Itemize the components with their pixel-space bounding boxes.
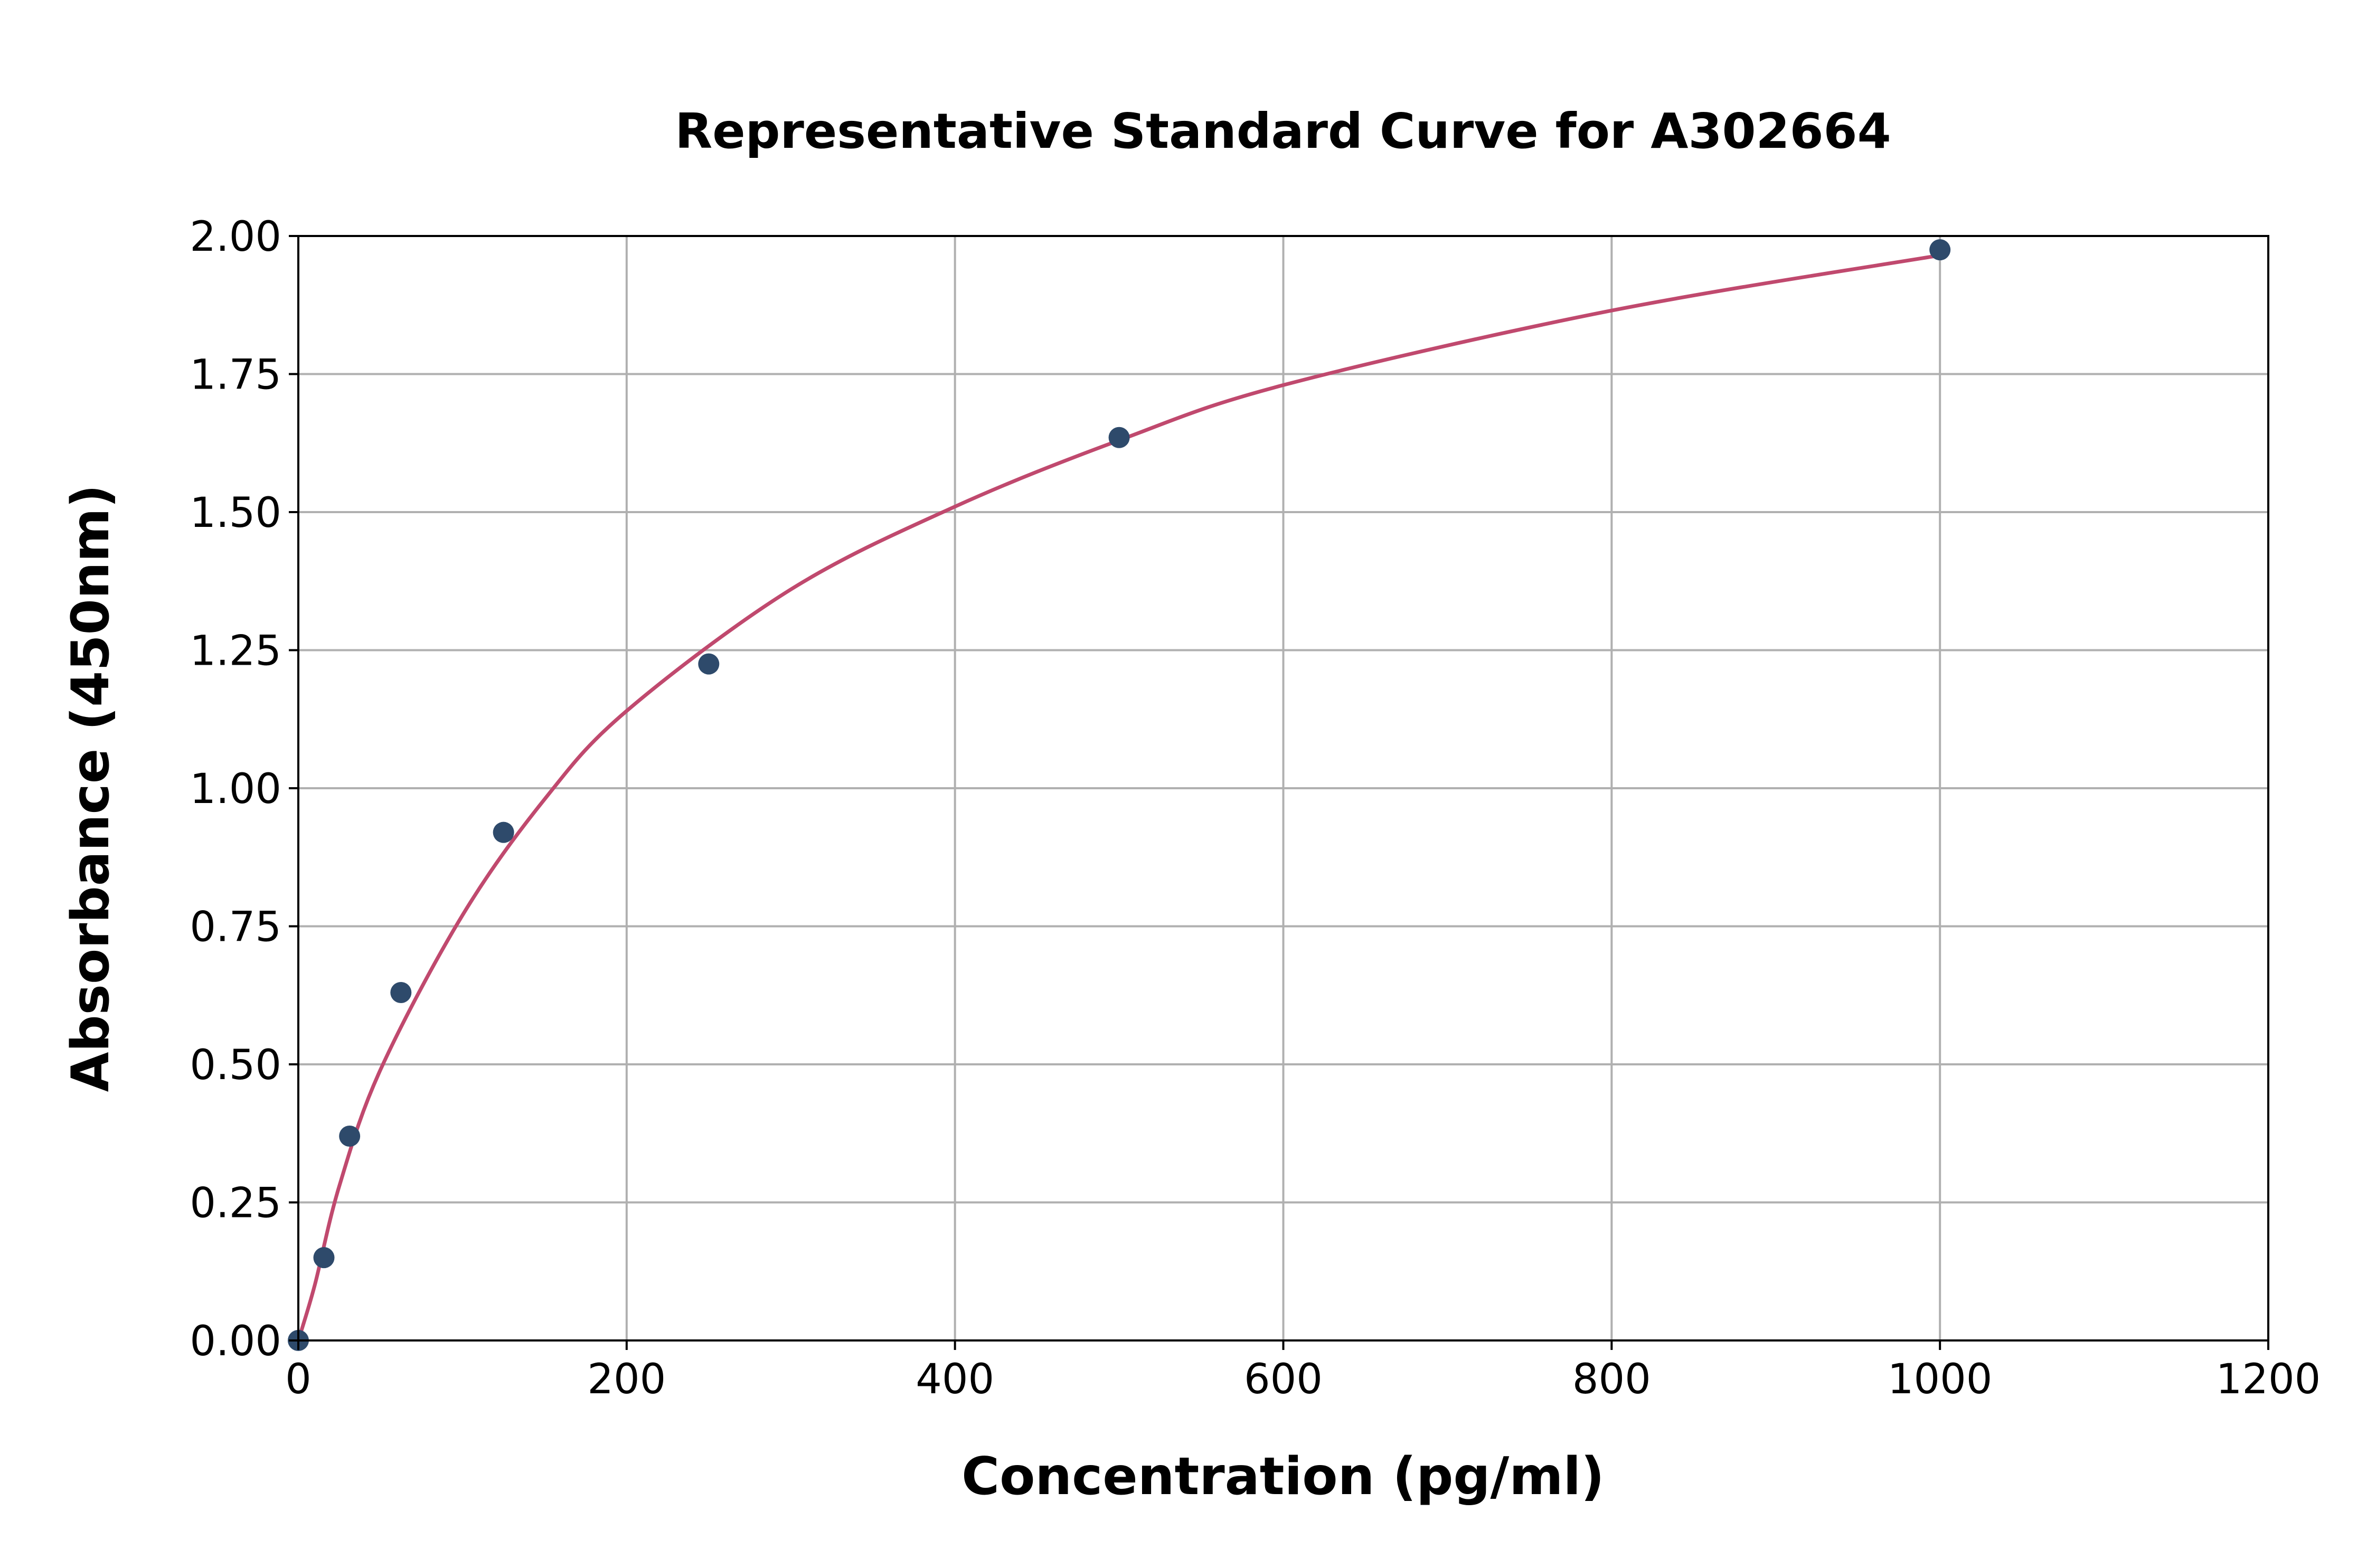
- data-point: [698, 653, 720, 675]
- data-point: [1108, 427, 1130, 448]
- x-tick-label: 1000: [1888, 1356, 1993, 1403]
- y-tick-label: 1.75: [190, 352, 281, 399]
- y-tick-label: 2.00: [190, 213, 281, 261]
- x-tick-label: 200: [587, 1356, 666, 1403]
- x-tick-label: 400: [916, 1356, 994, 1403]
- y-tick-label: 1.50: [190, 489, 281, 537]
- grid: [297, 235, 2269, 1342]
- chart-title: Representative Standard Curve for A30266…: [675, 103, 1891, 159]
- x-tick-label: 1200: [2216, 1356, 2321, 1403]
- fit-curve-layer: [296, 253, 1940, 1341]
- x-ticks: 0 200 400 600 800 1000 1200: [285, 1340, 2321, 1403]
- data-point: [1929, 239, 1951, 261]
- y-tick-label: 0.50: [190, 1042, 281, 1089]
- x-tick-label: 0: [285, 1356, 312, 1403]
- y-ticks: 0.00 0.25 0.50 0.75 1.00 1.25 1.50 1.75 2.00: [190, 213, 298, 1365]
- y-axis-label: Absorbance (450nm): [61, 485, 121, 1092]
- data-point: [339, 1125, 361, 1147]
- y-tick-label: 0.75: [190, 904, 281, 951]
- data-point: [493, 821, 514, 843]
- data-points-layer: [288, 239, 1951, 1351]
- y-tick-label: 1.25: [190, 628, 281, 675]
- x-tick-label: 800: [1572, 1356, 1651, 1403]
- x-tick-label: 600: [1244, 1356, 1323, 1403]
- data-point: [313, 1247, 335, 1269]
- y-tick-label: 0.00: [190, 1318, 281, 1365]
- fit-curve: [296, 253, 1940, 1341]
- data-point: [390, 982, 412, 1004]
- y-tick-label: 0.25: [190, 1180, 281, 1227]
- y-tick-label: 1.00: [190, 766, 281, 813]
- x-axis-label: Concentration (pg/ml): [961, 1447, 1605, 1507]
